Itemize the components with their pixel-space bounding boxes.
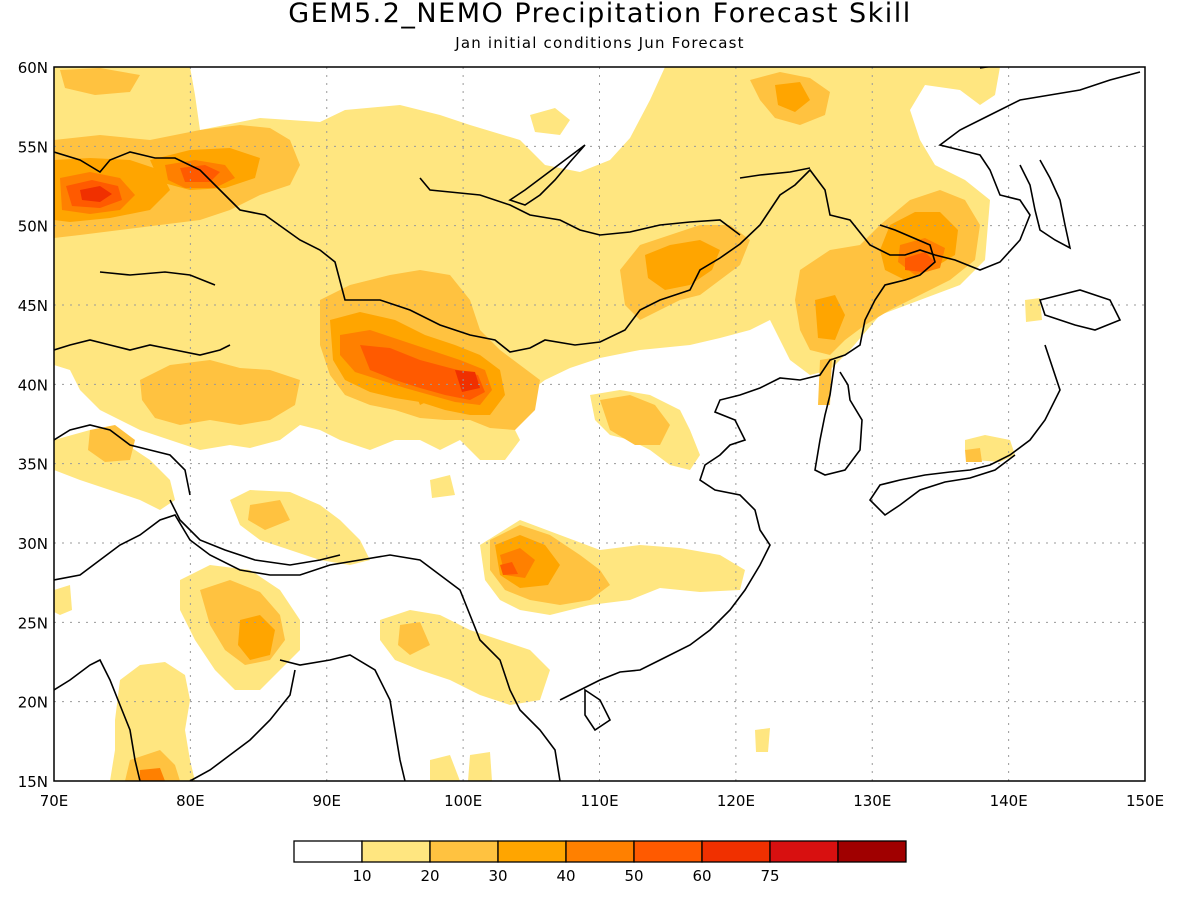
colorbar-label: 75 xyxy=(760,867,779,885)
longitude-axis: 70E 80E 90E 100E 110E 120E 130E 140E 150E xyxy=(40,792,1164,810)
lon-tick-label: 140E xyxy=(990,792,1028,810)
lat-tick-label: 25N xyxy=(18,614,48,632)
colorbar-swatch xyxy=(293,840,363,863)
colorbar-label: 50 xyxy=(624,867,643,885)
lat-tick-label: 15N xyxy=(18,773,48,791)
colorbar-swatch xyxy=(565,840,635,863)
lat-tick-label: 20N xyxy=(18,694,48,712)
colorbar-label: 30 xyxy=(488,867,507,885)
lat-tick-label: 60N xyxy=(18,59,48,77)
lat-tick-label: 55N xyxy=(18,138,48,156)
colorbar-swatch xyxy=(701,840,771,863)
colorbar-label: 60 xyxy=(692,867,711,885)
lon-tick-label: 80E xyxy=(176,792,205,810)
colorbar: 10 20 30 40 50 60 75 xyxy=(293,840,907,885)
skill-field xyxy=(54,67,1042,781)
colorbar-label: 20 xyxy=(420,867,439,885)
coastlines-borders xyxy=(54,67,1141,781)
colorbar-label: 40 xyxy=(556,867,575,885)
colorbar-swatch xyxy=(429,840,499,863)
lat-tick-label: 30N xyxy=(18,535,48,553)
skill-contour-60-75 xyxy=(80,186,480,392)
map-subtitle: Jan initial conditions Jun Forecast xyxy=(455,34,745,52)
colorbar-swatch xyxy=(837,840,907,863)
lon-tick-label: 110E xyxy=(580,792,618,810)
lat-tick-label: 50N xyxy=(18,218,48,236)
colorbar-swatch xyxy=(769,840,839,863)
colorbar-swatch xyxy=(361,840,431,863)
lon-tick-label: 70E xyxy=(40,792,69,810)
map-frame xyxy=(53,66,1146,782)
lon-tick-label: 120E xyxy=(717,792,755,810)
map-grid xyxy=(54,67,1145,781)
latitude-axis: 15N 20N 25N 30N 35N 40N 45N 50N 55N 60N xyxy=(18,59,48,791)
colorbar-swatch xyxy=(633,840,703,863)
lon-tick-label: 150E xyxy=(1126,792,1164,810)
lon-tick-label: 100E xyxy=(444,792,482,810)
colorbar-label: 10 xyxy=(352,867,371,885)
lat-tick-label: 45N xyxy=(18,297,48,315)
lon-tick-label: 90E xyxy=(312,792,341,810)
lat-tick-label: 40N xyxy=(18,376,48,394)
colorbar-swatch xyxy=(497,840,567,863)
lon-tick-label: 130E xyxy=(853,792,891,810)
map-title: GEM5.2_NEMO Precipitation Forecast Skill xyxy=(288,0,912,29)
lat-tick-label: 35N xyxy=(18,456,48,474)
